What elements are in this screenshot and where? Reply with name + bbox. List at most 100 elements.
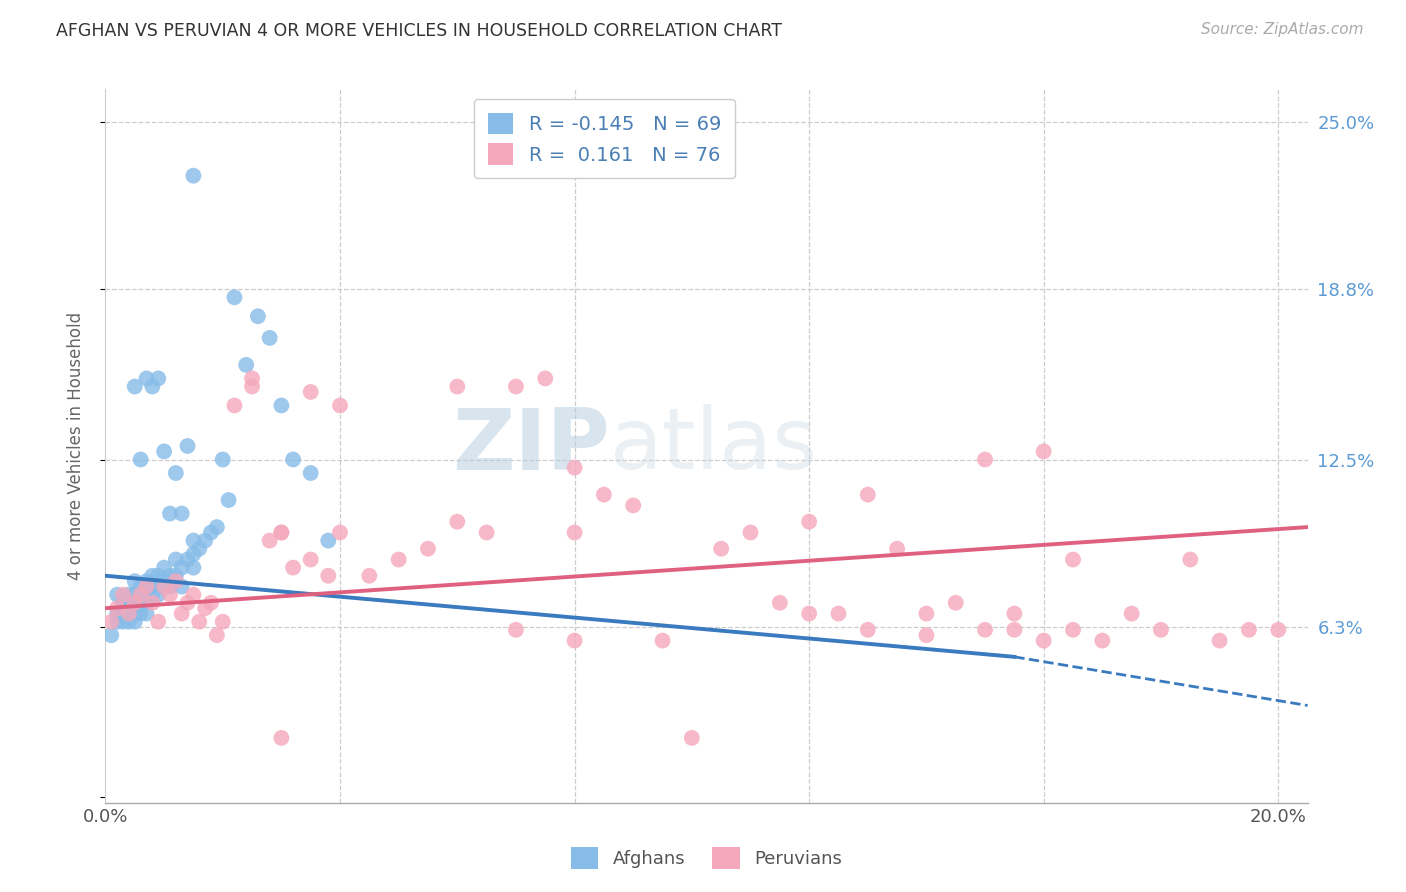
Point [224, 399, 246, 413]
Point [1180, 552, 1202, 566]
Point [316, 533, 339, 548]
Point [270, 525, 292, 540]
Text: Source: ZipAtlas.com: Source: ZipAtlas.com [1201, 22, 1364, 37]
Point [170, 580, 193, 594]
Point [165, 466, 187, 480]
Point [118, 596, 141, 610]
Point [165, 552, 187, 566]
Point [170, 507, 193, 521]
Point [1237, 623, 1260, 637]
Point [183, 588, 205, 602]
Point [183, 560, 205, 574]
Point [129, 452, 152, 467]
Point [170, 607, 193, 621]
Point [124, 588, 146, 602]
Point [129, 601, 152, 615]
Point [124, 574, 146, 589]
Point [446, 515, 468, 529]
Text: atlas: atlas [610, 404, 818, 488]
Point [148, 568, 170, 582]
Point [915, 628, 938, 642]
Point [105, 588, 128, 602]
Point [176, 439, 198, 453]
Point [769, 596, 792, 610]
Point [159, 568, 181, 582]
Point [105, 615, 128, 629]
Point [176, 552, 198, 566]
Point [159, 580, 181, 594]
Point [359, 568, 381, 582]
Point [194, 533, 217, 548]
Point [148, 588, 170, 602]
Point [200, 596, 222, 610]
Point [240, 379, 263, 393]
Point [416, 541, 439, 556]
Point [141, 379, 163, 393]
Point [505, 623, 527, 637]
Point [856, 623, 879, 637]
Point [112, 607, 135, 621]
Point [388, 552, 411, 566]
Text: AFGHAN VS PERUVIAN 4 OR MORE VEHICLES IN HOUSEHOLD CORRELATION CHART: AFGHAN VS PERUVIAN 4 OR MORE VEHICLES IN… [56, 22, 782, 40]
Point [740, 525, 762, 540]
Point [1002, 607, 1025, 621]
Point [1121, 607, 1143, 621]
Point [148, 371, 170, 385]
Point [205, 628, 228, 642]
Point [194, 601, 217, 615]
Point [165, 568, 187, 582]
Point [118, 615, 141, 629]
Point [205, 520, 228, 534]
Point [135, 580, 157, 594]
Point [153, 580, 176, 594]
Point [797, 515, 820, 529]
Point [1091, 633, 1114, 648]
Point [270, 399, 292, 413]
Point [141, 596, 163, 610]
Point [165, 574, 187, 589]
Point [129, 588, 152, 602]
Point [218, 493, 240, 508]
Text: ZIP: ZIP [453, 404, 610, 488]
Point [1032, 444, 1054, 458]
Point [316, 568, 339, 582]
Point [112, 615, 135, 629]
Point [183, 547, 205, 561]
Point [183, 533, 205, 548]
Point [135, 596, 157, 610]
Point [124, 379, 146, 393]
Point [299, 552, 322, 566]
Point [259, 533, 281, 548]
Point [593, 488, 616, 502]
Point [505, 379, 527, 393]
Point [475, 525, 498, 540]
Point [1267, 623, 1289, 637]
Legend: Afghans, Peruvians: Afghans, Peruvians [564, 839, 849, 876]
Point [886, 541, 908, 556]
Point [118, 607, 141, 621]
Point [135, 588, 157, 602]
Point [176, 596, 198, 610]
Point [100, 615, 122, 629]
Point [124, 596, 146, 610]
Point [124, 596, 146, 610]
Point [299, 466, 322, 480]
Point [1032, 633, 1054, 648]
Point [188, 615, 211, 629]
Point [159, 507, 181, 521]
Point [259, 331, 281, 345]
Point [681, 731, 703, 745]
Y-axis label: 4 or more Vehicles in Household: 4 or more Vehicles in Household [66, 312, 84, 580]
Point [797, 607, 820, 621]
Point [329, 525, 352, 540]
Point [153, 580, 176, 594]
Point [153, 560, 176, 574]
Point [153, 444, 176, 458]
Point [281, 452, 304, 467]
Point [1062, 623, 1084, 637]
Point [270, 525, 292, 540]
Point [564, 633, 586, 648]
Point [945, 596, 967, 610]
Point [118, 588, 141, 602]
Point [170, 560, 193, 574]
